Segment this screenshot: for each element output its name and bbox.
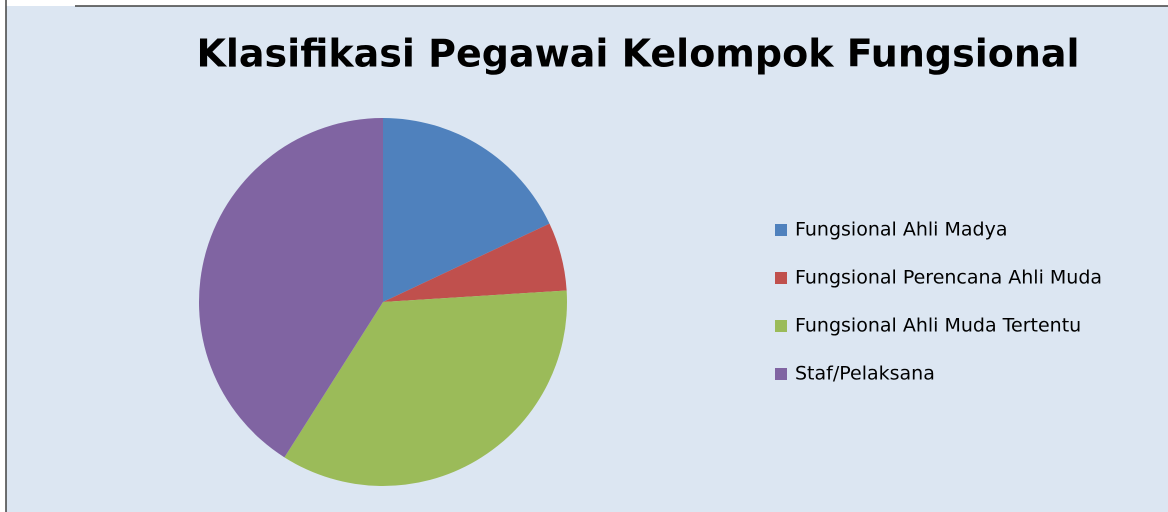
legend-label: Fungsional Ahli Madya bbox=[795, 219, 1007, 241]
pie-slice bbox=[383, 118, 550, 302]
legend-label: Staf/Pelaksana bbox=[795, 363, 935, 385]
chart-title: Klasifikasi Pegawai Kelompok Fungsional bbox=[196, 32, 1079, 76]
legend-swatch bbox=[775, 368, 787, 380]
pie-slice bbox=[383, 223, 567, 302]
chart-area bbox=[6, 6, 1168, 512]
legend-swatch bbox=[775, 224, 787, 236]
legend-label: Fungsional Ahli Muda Tertentu bbox=[795, 315, 1081, 337]
legend-swatch bbox=[775, 320, 787, 332]
pie-slice bbox=[284, 290, 567, 486]
legend-swatch bbox=[775, 272, 787, 284]
pie-slice bbox=[199, 118, 383, 458]
legend-label: Fungsional Perencana Ahli Muda bbox=[795, 267, 1102, 289]
